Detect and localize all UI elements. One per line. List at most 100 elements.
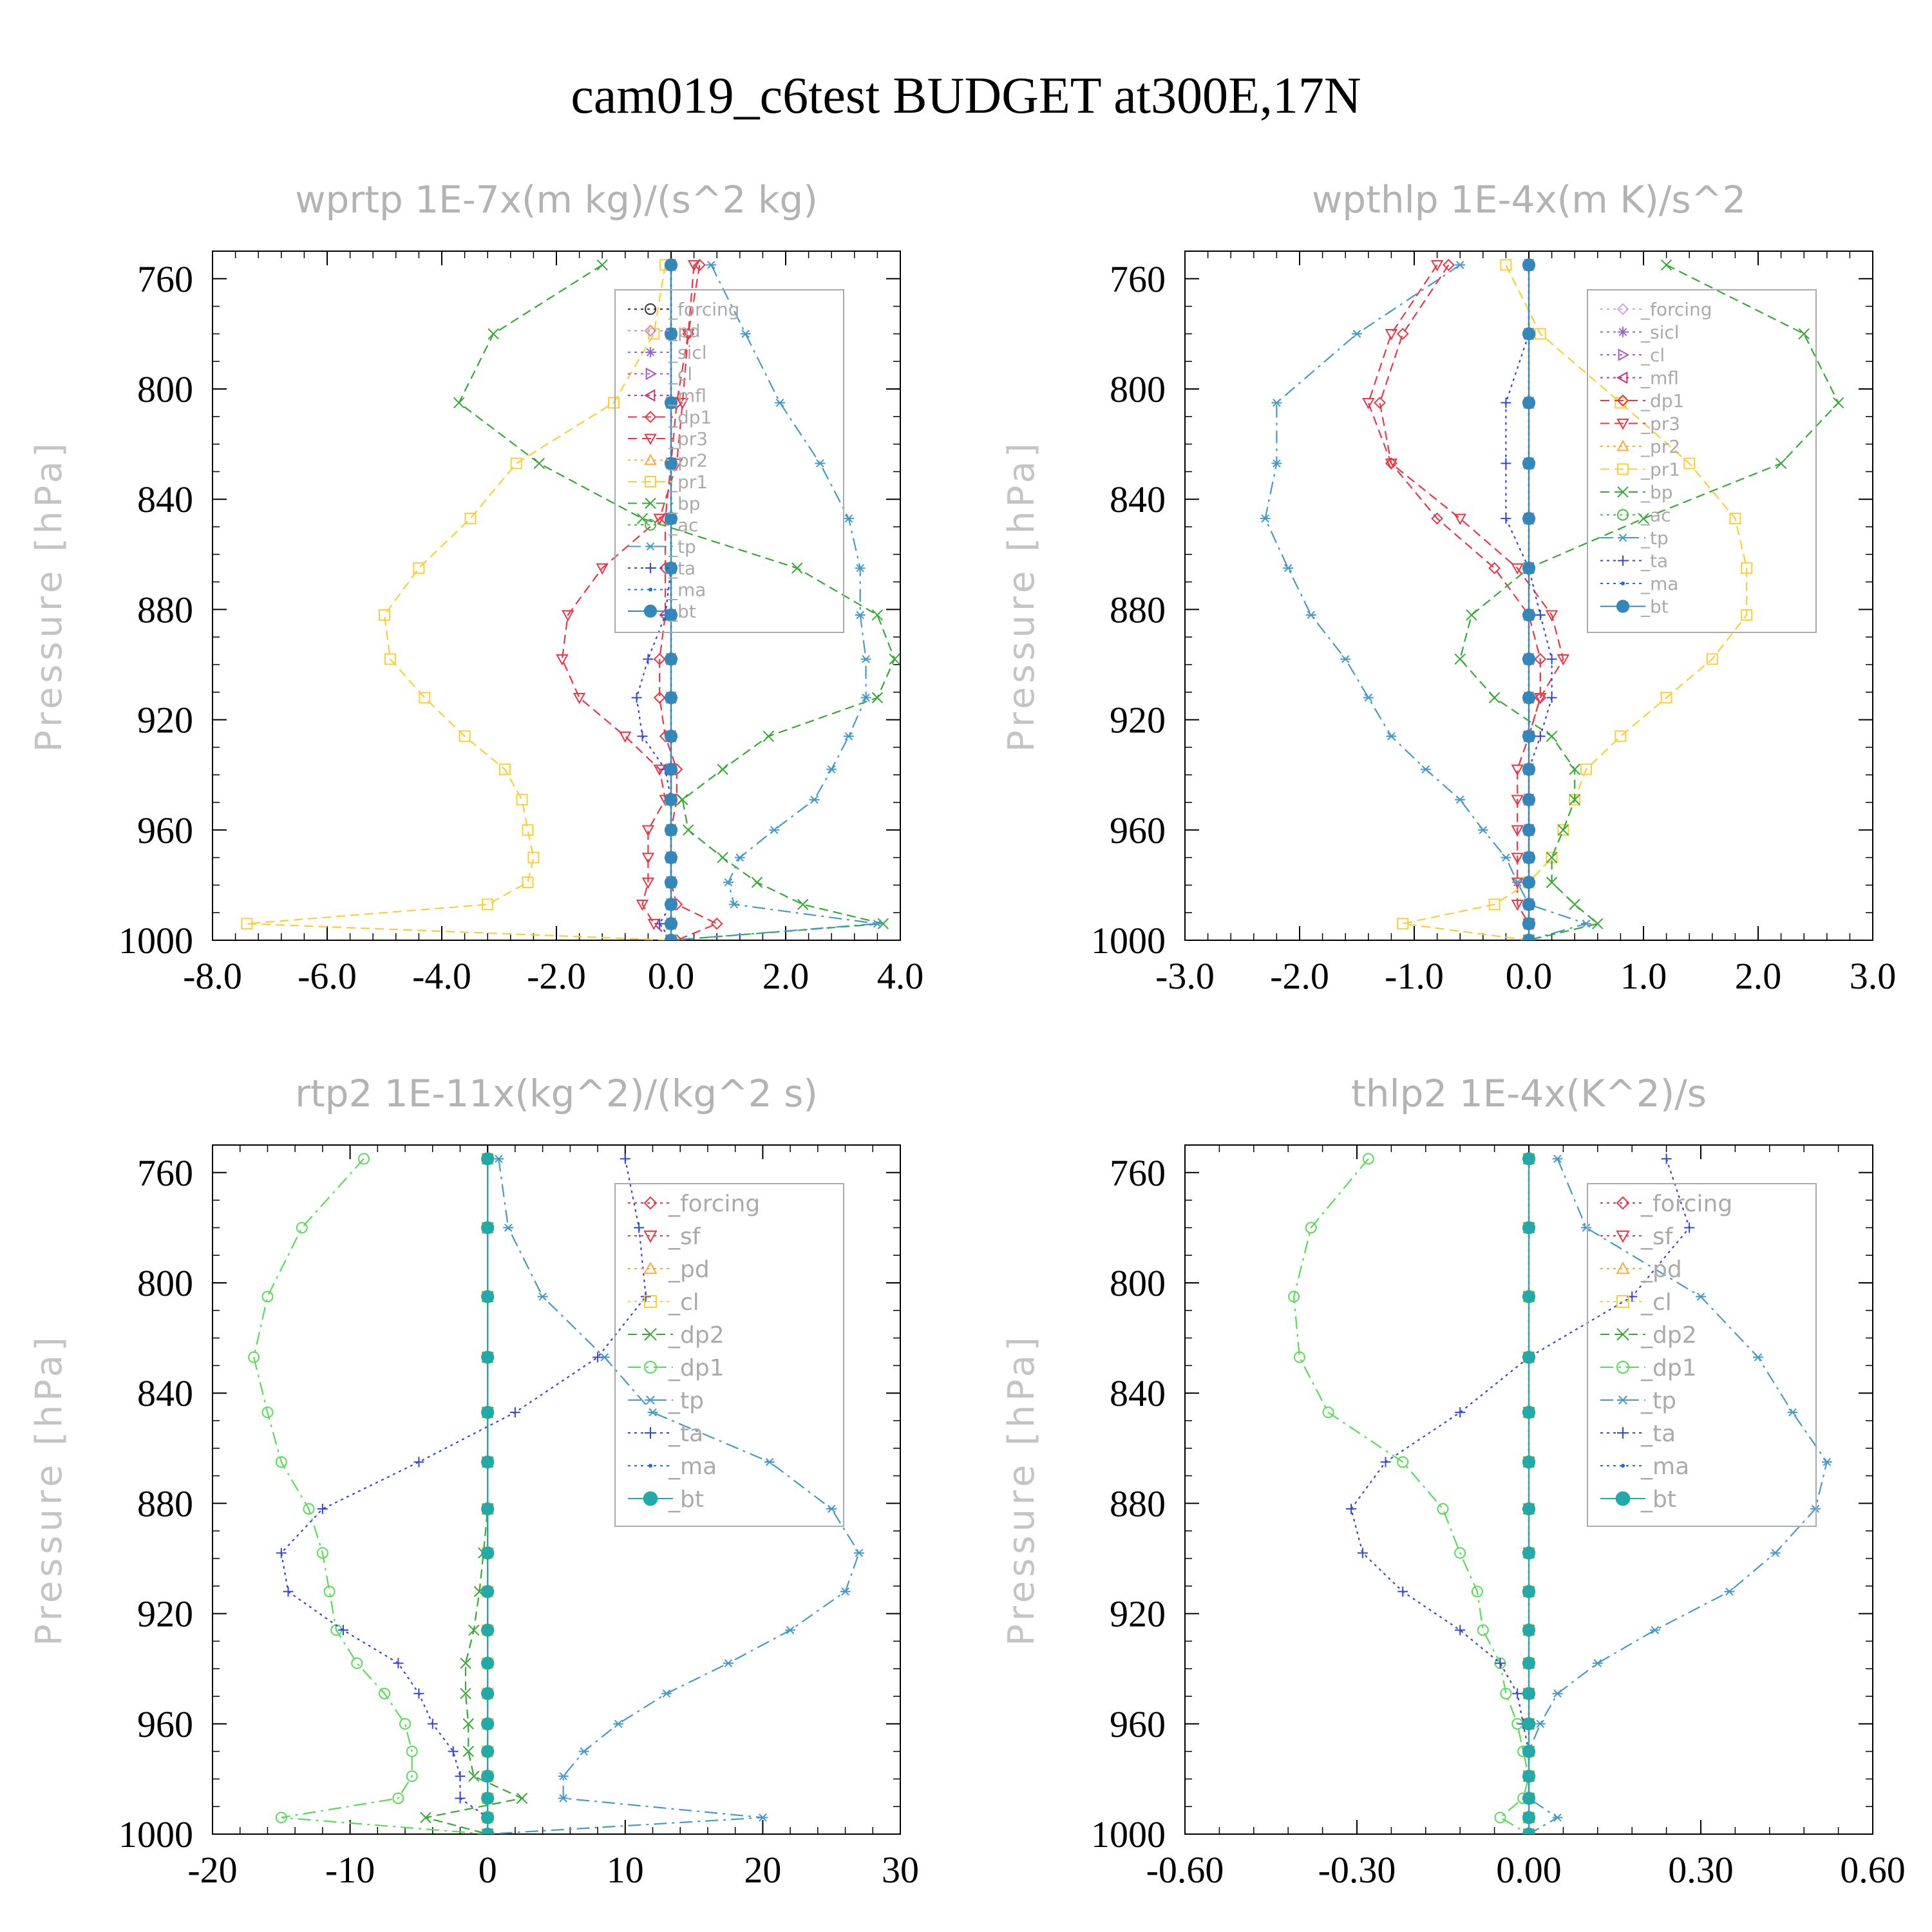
- series-point_bt: [1522, 876, 1536, 889]
- legend-marker_ac: [645, 519, 656, 531]
- series-point_pr3: [1511, 795, 1524, 806]
- legend-marker_bp: [645, 497, 656, 509]
- series-point_pr1: [1706, 653, 1718, 665]
- legend-label_dp1: _dp1: [668, 1355, 724, 1381]
- legend-label_dp2: _dp2: [668, 1322, 724, 1349]
- x-tick-label: -20: [187, 1849, 237, 1891]
- series-point_dp1: [1362, 1153, 1374, 1165]
- series-point_ta: [1512, 1688, 1523, 1699]
- series-point_bt: [1522, 1827, 1536, 1834]
- series-point_bp: [791, 562, 803, 574]
- legend-marker_dp1: [644, 1361, 657, 1374]
- series-point_dp2: [468, 1624, 480, 1636]
- series-point_pr1: [413, 562, 425, 574]
- legend-marker_ma: [1621, 582, 1625, 585]
- series-point_dp2: [460, 1688, 471, 1700]
- series-point_tp: [1455, 795, 1466, 804]
- series-point_tp: [872, 920, 883, 928]
- series-point_pr3: [641, 877, 655, 889]
- series-point_dp1: [1488, 562, 1501, 574]
- y-axis-label: Pressure [hPa]: [1001, 439, 1043, 752]
- legend-label_ta: _ta: [668, 558, 696, 579]
- series-point_bp: [1775, 457, 1787, 469]
- series-point_ta: [455, 1771, 466, 1782]
- series-point_bt: [1522, 608, 1536, 622]
- chart-panel-1: wprtp 1E-7x(m kg)/(s^2 kg) Pressure [hPa]…: [28, 178, 923, 997]
- series-point_bp: [1466, 609, 1477, 621]
- series-point_pr1: [1660, 692, 1672, 704]
- series-point_pr3: [1511, 563, 1524, 575]
- x-tick-label: 0.00: [1496, 1849, 1562, 1891]
- series-point_ta: [1546, 654, 1557, 665]
- series-line_tp: [670, 264, 878, 940]
- legend-marker_ma: [649, 1464, 652, 1468]
- series-point_tp: [826, 1504, 837, 1513]
- series-point_bt: [1522, 1455, 1536, 1469]
- series-point_pr3: [1511, 825, 1524, 837]
- series-point_dp1: [694, 258, 706, 271]
- series-point_dp2: [516, 1792, 528, 1804]
- chart-panel-2: wpthlp 1E-4x(m K)/s^2 Pressure [hPa] -3.0 -…: [1001, 178, 1896, 997]
- series-point_dp1: [406, 1770, 418, 1783]
- series-point_bt: [664, 512, 678, 526]
- series-point_bt: [1522, 1290, 1536, 1303]
- series-point_ta: [1501, 458, 1511, 469]
- series-point_pr1: [379, 609, 390, 621]
- series-point_bp: [677, 794, 688, 806]
- series-point_dp1: [316, 1547, 328, 1559]
- series-point_bp: [717, 763, 728, 775]
- x-tick-label: 0.60: [1840, 1849, 1906, 1891]
- series-point_tp: [855, 564, 866, 573]
- series-point_ta: [455, 1793, 466, 1804]
- series-point_dp1: [275, 1456, 287, 1468]
- series-point_bt: [1522, 457, 1536, 470]
- legend: _forcing _sf _pd _cl _dp2 _dp1 _tp _ta _ma _bt: [1587, 1183, 1817, 1527]
- series-point_ta: [634, 1222, 645, 1233]
- series-point_dp1: [275, 1812, 287, 1824]
- y-tick-label: 1000: [1091, 920, 1166, 961]
- series-point_bt: [481, 1792, 495, 1805]
- legend-marker_sicl: [1618, 327, 1628, 337]
- series-point_bt: [481, 1585, 495, 1598]
- series-point_pr1: [608, 397, 620, 409]
- series-point_ta: [643, 654, 654, 665]
- series-point_bp: [871, 609, 884, 621]
- series-point_pr3: [1557, 654, 1570, 666]
- legend-box: [614, 1183, 844, 1527]
- x-tick-label: -3.0: [1155, 955, 1215, 997]
- x-tick-label: 2.0: [1735, 955, 1782, 997]
- legend-marker_ta: [645, 563, 656, 573]
- series-point_tp: [1271, 459, 1282, 468]
- series-point_dp1: [351, 1657, 363, 1669]
- series-point_ta: [413, 1688, 424, 1699]
- legend-label_pr2: _pr2: [1640, 436, 1680, 457]
- series-line_tp: [1264, 264, 1589, 940]
- series-point_bt: [1522, 1656, 1536, 1670]
- series-point_bt: [1522, 691, 1536, 705]
- series-point_bt: [481, 1152, 495, 1166]
- series-point_ta: [631, 692, 642, 703]
- series-point_dp2: [420, 1812, 431, 1824]
- y-tick-label: 920: [1110, 1593, 1166, 1635]
- y-tick-label: 760: [1110, 258, 1166, 300]
- series-point_pr1: [1683, 457, 1696, 469]
- series-point_bp: [1569, 763, 1580, 775]
- legend: _forcing_pd_sicl_cl_mfl_dp1_pr3_pr2_pr1_…: [614, 289, 844, 633]
- series-point_bp: [1546, 851, 1558, 864]
- series-point_bt: [664, 396, 678, 410]
- series-point_tp: [1724, 1587, 1735, 1596]
- x-tick-label: 0.30: [1668, 1849, 1734, 1891]
- series-point_ta: [637, 731, 648, 742]
- panel-title: thlp2 1E-4x(K^2)/s: [1351, 1072, 1707, 1115]
- y-tick-label: 1000: [118, 920, 193, 961]
- series-point_ta: [1535, 609, 1546, 620]
- x-tick-label: -4.0: [412, 955, 471, 997]
- legend-label_forcing: _forcing: [668, 1191, 760, 1217]
- series-point_bp: [1488, 692, 1501, 704]
- series-point_bp: [889, 653, 900, 665]
- series-point_tp: [840, 1587, 851, 1596]
- x-tick-label: 2.0: [762, 955, 810, 997]
- series-point_pr3: [1534, 692, 1547, 705]
- panel-title: rtp2 1E-11x(kg^2)/(kg^2 s): [295, 1072, 818, 1115]
- series-point_tp: [661, 1689, 672, 1698]
